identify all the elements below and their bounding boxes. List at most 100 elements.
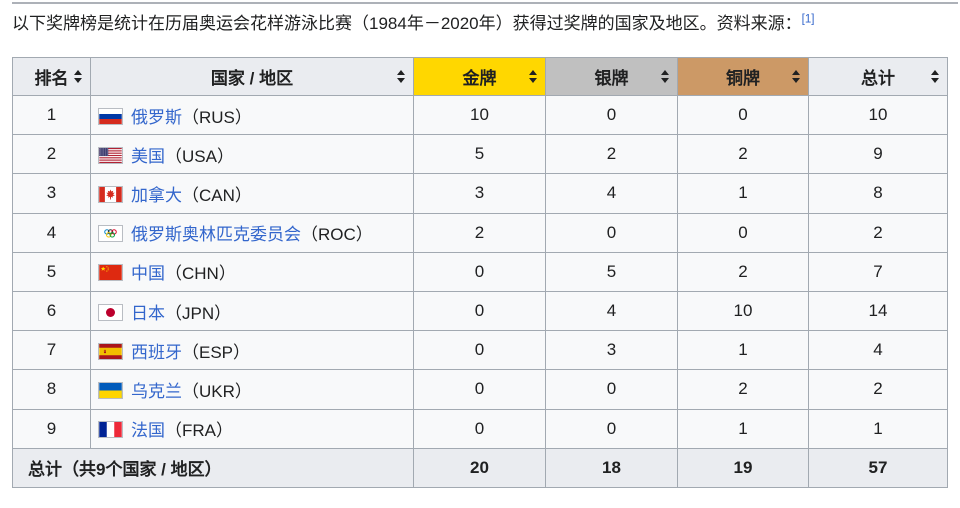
country-code: （RUS） (182, 107, 252, 127)
gold-cell: 0 (413, 290, 546, 332)
column-header-total[interactable]: 总计 (808, 57, 948, 96)
gold-cell: 0 (413, 330, 546, 371)
bronze-cell: 0 (677, 212, 809, 253)
country-cell: 法国（FRA） (90, 408, 414, 449)
top-divider (12, 2, 958, 4)
silver-cell: 2 (545, 134, 678, 175)
flag-ukr-icon (98, 381, 123, 399)
reference-sup: [1] (801, 13, 815, 26)
country-code: （USA） (165, 146, 234, 166)
rank-cell: 7 (12, 330, 91, 371)
intro-sentence: 以下奖牌榜是统计在历届奥运会花样游泳比赛（1984年－2020年）获得过奖牌的国… (12, 14, 802, 33)
column-label: 金牌 (462, 69, 497, 88)
country-link[interactable]: 日本 (131, 303, 165, 323)
country-cell: 乌克兰（UKR） (90, 369, 414, 410)
country-link[interactable]: 中国 (131, 264, 165, 284)
flag-can-icon (98, 185, 123, 203)
flag-fra-icon (98, 421, 123, 439)
flag-esp-icon (98, 342, 123, 360)
rank-cell: 3 (12, 173, 91, 214)
sort-icon (529, 70, 538, 83)
total-row: 总计（共9个国家 / 地区） 20 18 19 57 (12, 447, 948, 488)
total-cell: 9 (808, 134, 948, 175)
column-header-gold[interactable]: 金牌 (413, 57, 546, 96)
column-label: 国家 / 地区 (210, 69, 294, 88)
column-header-silver[interactable]: 银牌 (545, 57, 678, 96)
country-link[interactable]: 加拿大 (131, 185, 182, 205)
country-link[interactable]: 乌克兰 (131, 381, 182, 401)
country-cell: 俄罗斯奥林匹克委员会（ROC） (90, 212, 414, 253)
rank-cell: 4 (12, 212, 91, 253)
column-header-bronze[interactable]: 铜牌 (677, 57, 809, 96)
country-code: （ESP） (182, 342, 251, 362)
medal-table: 排名 国家 / 地区 金牌 银牌 铜牌 总计 1 俄罗斯（RUS） 10 0 0 10 2 美… (12, 57, 948, 488)
table-row: 4 俄罗斯奥林匹克委员会（ROC） 2 0 0 2 (12, 212, 948, 253)
country-link[interactable]: 俄罗斯 (131, 107, 182, 127)
column-label: 银牌 (594, 69, 629, 88)
total-cell: 8 (808, 173, 948, 214)
sort-icon (74, 70, 83, 83)
sort-icon (661, 70, 670, 83)
total-gold: 20 (413, 447, 546, 488)
rank-cell: 2 (12, 134, 91, 175)
bronze-cell: 2 (677, 251, 809, 292)
sort-icon (397, 70, 406, 83)
country-cell: 西班牙（ESP） (90, 330, 414, 371)
country-code: （CHN） (165, 264, 236, 284)
gold-cell: 10 (413, 94, 546, 136)
country-cell: 中国（CHN） (90, 251, 414, 292)
column-header-rank[interactable]: 排名 (12, 57, 91, 96)
gold-cell: 0 (413, 369, 546, 410)
sort-icon (792, 70, 801, 83)
bronze-cell: 2 (677, 369, 809, 410)
country-cell: 俄罗斯（RUS） (90, 94, 414, 136)
rank-cell: 6 (12, 290, 91, 332)
header-row: 排名 国家 / 地区 金牌 银牌 铜牌 总计 (12, 57, 948, 96)
total-overall: 57 (808, 447, 948, 488)
bronze-cell: 1 (677, 173, 809, 214)
silver-cell: 3 (545, 330, 678, 371)
country-link[interactable]: 法国 (131, 421, 165, 441)
rank-cell: 8 (12, 369, 91, 410)
silver-cell: 0 (545, 94, 678, 136)
total-cell: 2 (808, 212, 948, 253)
silver-cell: 0 (545, 408, 678, 449)
total-cell: 14 (808, 290, 948, 332)
silver-cell: 0 (545, 369, 678, 410)
table-row: 6 日本（JPN） 0 4 10 14 (12, 290, 948, 332)
bronze-cell: 1 (677, 408, 809, 449)
silver-cell: 4 (545, 173, 678, 214)
gold-cell: 3 (413, 173, 546, 214)
gold-cell: 0 (413, 408, 546, 449)
country-code: （CAN） (182, 185, 252, 205)
column-header-country[interactable]: 国家 / 地区 (90, 57, 414, 96)
bronze-cell: 10 (677, 290, 809, 332)
country-link[interactable]: 西班牙 (131, 342, 182, 362)
total-label: 总计（共9个国家 / 地区） (12, 447, 414, 488)
table-row: 2 美国（USA） 5 2 2 9 (12, 134, 948, 175)
total-bronze: 19 (677, 447, 809, 488)
flag-roc-icon (98, 225, 123, 243)
gold-cell: 5 (413, 134, 546, 175)
country-code: （ROC） (301, 225, 373, 245)
silver-cell: 0 (545, 212, 678, 253)
country-code: （FRA） (165, 421, 233, 441)
flag-usa-icon (98, 146, 123, 164)
medal-table-body: 1 俄罗斯（RUS） 10 0 0 10 2 美国（USA） 5 2 2 9 3 加拿大（CAN） 3 4 1 8… (12, 94, 948, 449)
rank-cell: 5 (12, 251, 91, 292)
country-link[interactable]: 美国 (131, 146, 165, 166)
total-silver: 18 (545, 447, 678, 488)
country-cell: 美国（USA） (90, 134, 414, 175)
country-code: （UKR） (182, 381, 252, 401)
flag-chn-icon (98, 264, 123, 282)
total-cell: 1 (808, 408, 948, 449)
column-label: 铜牌 (726, 69, 760, 88)
country-link[interactable]: 俄罗斯奥林匹克委员会 (131, 225, 301, 245)
total-cell: 2 (808, 369, 948, 410)
country-cell: 加拿大（CAN） (90, 173, 414, 214)
bronze-cell: 1 (677, 330, 809, 371)
silver-cell: 4 (545, 290, 678, 332)
table-row: 8 乌克兰（UKR） 0 0 2 2 (12, 369, 948, 410)
table-row: 7 西班牙（ESP） 0 3 1 4 (12, 330, 948, 371)
reference-link[interactable]: [1] (801, 13, 815, 26)
